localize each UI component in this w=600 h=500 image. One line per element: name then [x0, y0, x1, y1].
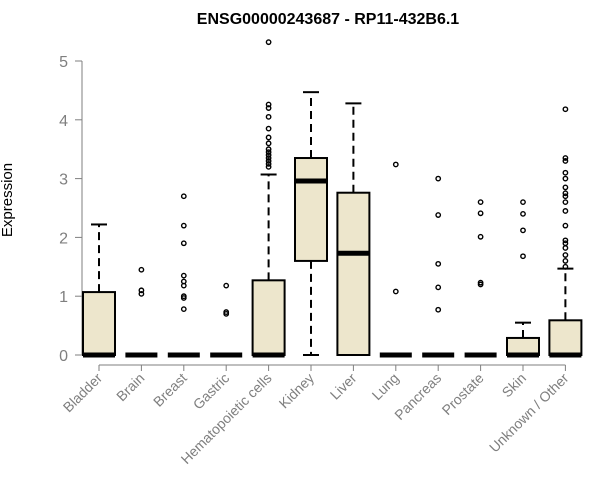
outlier-point [265, 140, 272, 147]
outlier-point [562, 208, 569, 214]
box-breast [167, 193, 200, 358]
chart-title: ENSG00000243687 - RP11-432B6.1 [197, 11, 460, 28]
outlier-point [265, 125, 272, 132]
outlier-point [562, 237, 569, 244]
x-tick-label: Pancreas [391, 370, 444, 423]
box-body [251, 279, 286, 357]
outlier-point [138, 290, 145, 297]
y-tick-label: 1 [59, 289, 68, 306]
outlier-point [265, 113, 272, 120]
outlier-point [562, 222, 569, 229]
x-tick-label: Lung [369, 370, 402, 403]
outlier-point [435, 175, 442, 182]
outlier-point [435, 260, 442, 267]
outlier-point [265, 155, 272, 161]
outlier-point [562, 263, 569, 270]
outlier-point [562, 199, 569, 206]
y-tick-label: 2 [59, 230, 68, 247]
outlier-point [520, 253, 526, 260]
outlier-point [265, 149, 272, 156]
x-tick-label: Brain [113, 370, 147, 404]
x-tick-label: Kidney [276, 370, 318, 412]
outlier-point [223, 282, 230, 289]
outlier-point [562, 175, 569, 182]
outlier-point [138, 287, 145, 294]
outlier-point [265, 163, 272, 170]
outlier-point [392, 161, 399, 168]
outlier-point [180, 193, 187, 200]
outlier-point [562, 169, 569, 176]
outlier-point [265, 39, 272, 46]
box-lung [379, 161, 412, 358]
box-body [294, 157, 328, 262]
outlier-point [138, 266, 145, 273]
outlier-point [180, 306, 187, 313]
outlier-point [520, 227, 526, 234]
outlier-point [265, 105, 272, 111]
outlier-point [520, 199, 526, 206]
box-hematopoietic-cells [251, 39, 286, 358]
outlier-point [562, 190, 569, 197]
box-kidney [294, 91, 328, 356]
outlier-point [562, 245, 569, 251]
outlier-point [562, 106, 569, 113]
outlier-point [477, 233, 484, 240]
outlier-point [180, 272, 187, 279]
outlier-point [477, 210, 484, 217]
outlier-point [562, 155, 569, 161]
outlier-point [562, 258, 569, 264]
box-liver [336, 102, 371, 356]
box-bladder [82, 223, 116, 358]
y-tick-label: 4 [59, 113, 68, 130]
x-tick-label: Liver [327, 370, 360, 403]
box-pancreas [422, 175, 455, 358]
x-tick-label: Breast [150, 370, 190, 410]
box-skin [506, 199, 540, 358]
outlier-point [562, 252, 569, 258]
outlier-point [180, 222, 187, 229]
x-tick-label: Skin [499, 370, 530, 401]
y-tick-label: 5 [59, 54, 68, 71]
y-tick-label: 3 [59, 172, 68, 189]
box-body [336, 191, 371, 356]
outlier-point [223, 309, 230, 315]
box-body [548, 319, 583, 357]
outlier-point [265, 160, 272, 167]
outlier-point [265, 146, 272, 153]
outlier-point [180, 240, 187, 247]
outlier-point [520, 210, 526, 217]
outlier-point [562, 184, 569, 191]
box-brain [125, 266, 158, 358]
outlier-point [180, 278, 187, 285]
x-tick-label: Unknown / Other [486, 370, 572, 456]
x-tick-label: Prostate [439, 370, 487, 418]
outlier-point [180, 293, 187, 300]
outlier-point [435, 212, 442, 218]
box-prostate [464, 199, 497, 358]
y-tick-label: 0 [59, 348, 68, 365]
y-axis-label: Expression [0, 163, 16, 237]
outlier-point [562, 193, 569, 200]
outlier-point [562, 158, 569, 164]
outlier-point [392, 288, 399, 295]
outlier-point [265, 158, 272, 164]
x-tick-label: Bladder [60, 370, 106, 416]
outlier-point [562, 240, 569, 247]
outlier-point [265, 101, 272, 108]
outlier-point [265, 134, 272, 141]
outlier-point [435, 284, 442, 291]
box-unknown-other [548, 106, 583, 358]
boxes-group [82, 39, 583, 358]
box-gastric [210, 282, 243, 358]
outlier-point [265, 152, 272, 158]
outlier-point [477, 199, 484, 206]
outlier-point [477, 279, 484, 286]
outlier-point [435, 306, 442, 313]
box-body [82, 291, 116, 357]
box-body [506, 336, 540, 356]
